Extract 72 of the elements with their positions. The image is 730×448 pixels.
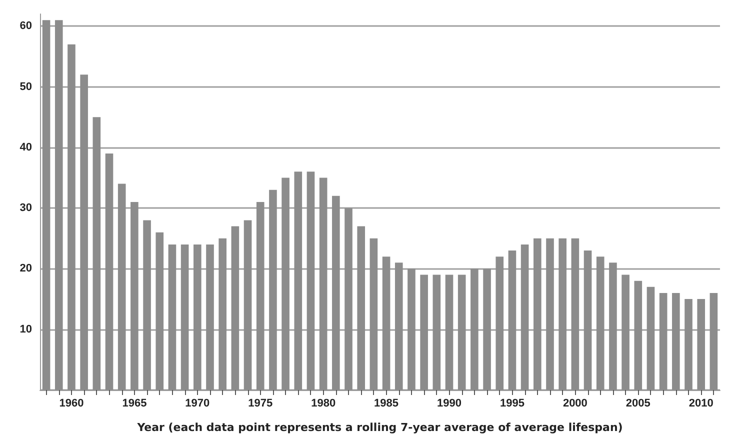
bar (558, 238, 566, 390)
bar (445, 274, 454, 390)
bar (710, 292, 718, 390)
bar (508, 250, 516, 390)
x-tick-label: 1975 (248, 398, 273, 410)
bar (344, 208, 352, 390)
x-tick-label: 1970 (185, 398, 210, 410)
bar (534, 238, 542, 390)
bar (483, 268, 491, 390)
x-tick-label: 1965 (122, 398, 147, 410)
x-tick-label: 2000 (562, 398, 588, 410)
x-tick-label: 1995 (500, 398, 524, 410)
y-tick-label: 20 (20, 262, 32, 275)
y-tick-label: 50 (20, 80, 32, 93)
x-tick-label: 2005 (626, 398, 650, 410)
bar (546, 238, 554, 390)
bar (432, 274, 441, 390)
bar (256, 202, 264, 390)
x-axis-title: Year (each data point represents a rolling 7-year average of average lifespan) (136, 421, 623, 434)
x-tick-label: 2010 (688, 398, 714, 410)
bar (382, 256, 390, 390)
bar (470, 268, 478, 390)
x-tick-label: 1960 (59, 398, 84, 410)
bar (646, 286, 655, 390)
bar (231, 226, 240, 390)
bar (156, 232, 164, 390)
bar (306, 172, 315, 390)
bar (571, 238, 580, 390)
bar (130, 202, 138, 390)
y-tick-label: 60 (20, 20, 32, 32)
bar (394, 262, 403, 390)
bar (294, 172, 302, 390)
bar (584, 250, 592, 390)
bar (54, 20, 63, 390)
bar (118, 184, 126, 390)
bar (168, 244, 176, 390)
bar (319, 178, 328, 390)
bar (105, 153, 114, 390)
bar (282, 178, 290, 390)
bar (697, 299, 706, 390)
bar (420, 274, 428, 390)
bar (408, 268, 416, 390)
bar (357, 226, 366, 390)
bar (332, 196, 340, 390)
bar (684, 299, 692, 390)
bar (458, 274, 466, 390)
x-tick-label: 1990 (437, 398, 462, 410)
bar (180, 244, 189, 390)
bar (634, 280, 642, 390)
bar (609, 262, 617, 390)
bar (92, 117, 101, 390)
bar (496, 256, 504, 390)
x-tick-label: 1980 (311, 398, 336, 410)
bar (218, 238, 226, 390)
bar (194, 244, 202, 390)
bar (42, 20, 50, 390)
bar (206, 244, 214, 390)
y-tick-label: 40 (20, 141, 32, 154)
bar (659, 292, 668, 390)
bar (520, 244, 529, 390)
bar (143, 220, 151, 390)
bar (596, 256, 604, 390)
bar (370, 238, 378, 390)
bar (672, 292, 680, 390)
y-tick-label: 30 (20, 202, 32, 214)
y-tick-label: 10 (20, 323, 32, 336)
bar (244, 220, 252, 390)
bar (80, 74, 88, 390)
bar (622, 274, 630, 390)
x-tick-label: 1985 (374, 398, 399, 410)
bar (269, 190, 277, 390)
bar (68, 44, 76, 390)
